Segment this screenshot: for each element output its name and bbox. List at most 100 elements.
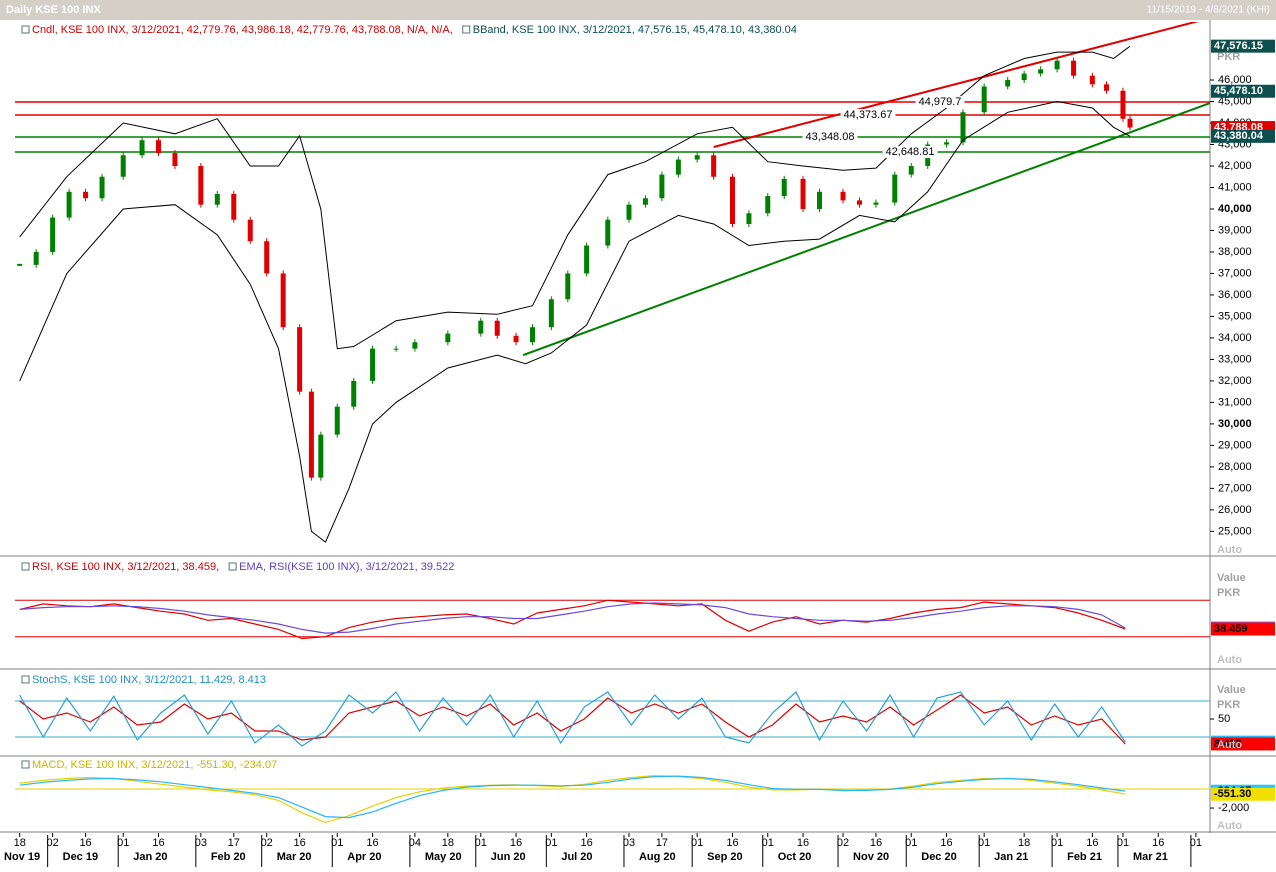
candle: [840, 191, 846, 201]
candle: [172, 153, 178, 166]
x-tick-label: 04: [409, 837, 421, 849]
candle: [584, 245, 590, 274]
legend-item: StochS, KSE 100 INX, 3/12/2021, 11.429, …: [32, 674, 266, 686]
axis-unit: Value: [1217, 572, 1246, 584]
candle: [1089, 75, 1095, 85]
x-tick-label: 17: [656, 837, 668, 849]
x-tick-label: 16: [152, 837, 164, 849]
month-label: Jul 20: [561, 851, 592, 863]
candle: [280, 273, 286, 328]
x-tick-label: 16: [580, 837, 592, 849]
candle: [99, 176, 105, 199]
level-label-bg: [882, 146, 938, 159]
month-label: Nov 20: [853, 851, 889, 863]
y-tick-label: 29,000: [1218, 439, 1252, 451]
candle: [908, 165, 914, 175]
candle: [445, 333, 451, 343]
candle: [781, 178, 787, 197]
candle: [981, 86, 987, 113]
series-line: [19, 691, 1126, 747]
x-tick-label: 01: [545, 837, 557, 849]
candle: [856, 200, 862, 205]
candle: [334, 406, 340, 435]
x-tick-label: 16: [797, 837, 809, 849]
axis-unit: PKR: [1217, 587, 1240, 599]
candle: [626, 204, 632, 220]
level-label: 44,373.67: [844, 109, 893, 121]
trend-line: [522, 102, 1210, 357]
x-tick-label: 02: [837, 837, 849, 849]
series-line: [19, 775, 1126, 819]
x-tick-label: 03: [195, 837, 207, 849]
candle: [659, 174, 665, 199]
candle: [513, 335, 519, 343]
month-label: Feb 21: [1067, 851, 1102, 863]
y-tick-label: 32,000: [1218, 375, 1252, 387]
x-tick-label: 01: [1051, 837, 1063, 849]
candle: [873, 202, 879, 205]
month-label: Nov 19: [4, 851, 40, 863]
x-tick-label: 01: [475, 837, 487, 849]
candle: [66, 191, 72, 218]
candle: [960, 112, 966, 143]
candle: [1127, 118, 1133, 128]
candle: [944, 142, 950, 145]
candle: [694, 155, 700, 160]
y-tick-label: 31,000: [1218, 396, 1252, 408]
y-tick-label: 36,000: [1218, 289, 1252, 301]
title-bar: [0, 0, 1276, 20]
x-tick-label: 01: [1117, 837, 1129, 849]
axis-unit: Auto: [1217, 739, 1242, 751]
axis-unit: Auto: [1217, 820, 1242, 832]
legend-icon: [21, 675, 30, 684]
x-tick-label: 01: [905, 837, 917, 849]
x-tick-label: 17: [228, 837, 240, 849]
candle: [33, 251, 39, 265]
y-tick-label: 26,000: [1218, 504, 1252, 516]
level-label: 43,348.08: [806, 131, 855, 143]
candle: [198, 165, 204, 205]
level-label: 42,648.81: [886, 146, 935, 158]
series-line: [19, 100, 1131, 543]
value-tag-label: 47,576.15: [1214, 40, 1263, 52]
candle: [139, 140, 145, 156]
plot-area: [15, 691, 1210, 747]
x-tick-label: 18: [442, 837, 454, 849]
x-tick-label: 01: [117, 837, 129, 849]
x-tick-label: 02: [261, 837, 273, 849]
y-tick-label: 30,000: [1218, 418, 1252, 430]
legend-item: Cndl, KSE 100 INX, 3/12/2021, 42,779.76,…: [32, 24, 453, 36]
level-label-bg: [840, 108, 896, 121]
month-label: Aug 20: [639, 851, 676, 863]
y-tick-label: 45,000: [1218, 95, 1252, 107]
level-label-bg: [802, 131, 858, 144]
candle: [800, 178, 806, 209]
axis-unit: Auto: [1217, 544, 1242, 556]
legend-item: RSI, KSE 100 INX, 3/12/2021, 38.459,: [32, 561, 219, 573]
y-tick-label: 41,000: [1218, 181, 1252, 193]
value-tag: [1211, 39, 1275, 53]
series-line: [19, 599, 1126, 640]
window-range: 11/15/2019 - 4/8/2021 (KHI): [1147, 5, 1270, 16]
legend-item: MACD, KSE 100 INX, 3/12/2021, -551.30, -…: [32, 759, 277, 771]
candle: [1054, 60, 1060, 70]
candle: [247, 219, 253, 242]
value-tag: [1211, 84, 1275, 98]
candle: [729, 176, 735, 225]
y-tick-label: 40,000: [1218, 203, 1252, 215]
x-tick-label: 16: [366, 837, 378, 849]
x-tick-label: 16: [726, 837, 738, 849]
month-label: Mar 21: [1133, 851, 1168, 863]
value-tag: [1211, 737, 1275, 751]
candle: [17, 263, 23, 266]
candle: [297, 327, 303, 392]
month-label: Oct 20: [778, 851, 812, 863]
legend-icon: [462, 25, 471, 34]
legend-icon: [21, 25, 30, 34]
candle: [565, 273, 571, 300]
y-tick-label: 25,000: [1218, 525, 1252, 537]
candle: [765, 196, 771, 214]
series-line: [19, 602, 1126, 634]
axis-unit: Value: [1217, 684, 1246, 696]
axis-unit: PKR: [1217, 51, 1240, 63]
